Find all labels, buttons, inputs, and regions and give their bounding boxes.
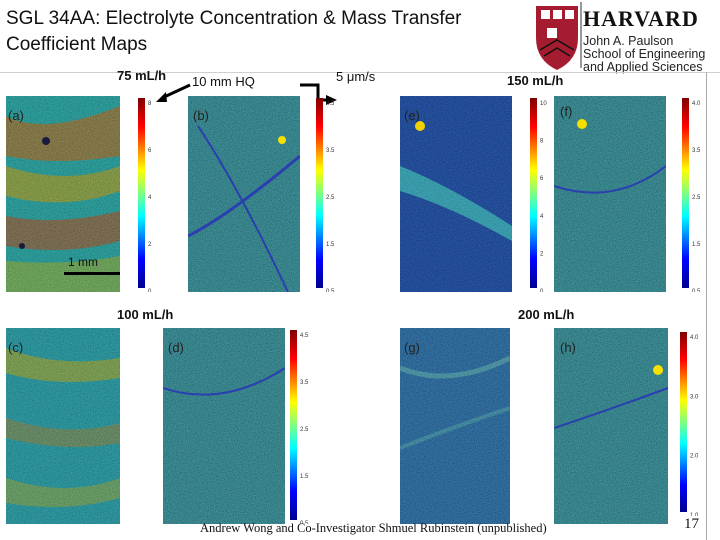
panel-b-tag: (b)	[193, 108, 209, 123]
arrow-left-icon	[156, 92, 167, 102]
slide-title: SGL 34AA: Electrolyte Concentration & Ma…	[6, 8, 462, 55]
panel-c-tag: (c)	[8, 340, 24, 355]
colorbar-tick-label: 8	[540, 139, 544, 145]
colorbar-tick-label: 3.5	[326, 148, 335, 154]
colorbar-tick-label: 4.0	[690, 335, 699, 341]
panel-e-tag: (e)	[404, 108, 420, 123]
header-divider	[0, 72, 720, 73]
colorbar-tick-label: 2.5	[326, 195, 335, 201]
colorbar-tick-label: 4	[148, 195, 152, 201]
panel-a-concentration-map	[6, 96, 120, 292]
colorbar-tick-label: 2.5	[692, 195, 701, 201]
colorbar-tick-label: 2.5	[300, 427, 309, 433]
flow-rate-150-label: 150 mL/h	[507, 73, 564, 88]
colorbar-tick-label: 3.5	[692, 148, 701, 154]
colorbar-tick-label: 0	[148, 289, 152, 292]
panel-d-mass-transfer-map	[163, 328, 285, 524]
colorbar-tick-label: 2	[540, 251, 544, 257]
colorbar-tick-label: 0.5	[300, 521, 309, 524]
panel-g-tag: (g)	[404, 340, 420, 355]
flow-rate-200-label: 200 mL/h	[518, 307, 575, 322]
colorbar-e: 10 8 6 4 2 0	[530, 98, 547, 292]
colorbar-h: 4.0 3.0 2.0 1.0	[680, 332, 699, 516]
colorbar-tick-label: 4.5	[326, 101, 335, 107]
flow-rate-75-label: 75 mL/h	[117, 68, 167, 83]
probe-label: 10 mm HQ	[192, 74, 255, 89]
colorbar-tick-label: 0	[540, 289, 544, 292]
arrow-right-icon	[326, 95, 337, 105]
right-divider	[706, 72, 707, 540]
panel-d-tag: (d)	[168, 340, 184, 355]
colorbar-f: 4.0 3.5 2.5 1.5 0.5	[682, 98, 701, 292]
colorbar-tick-label: 1.5	[326, 242, 335, 248]
colorbar-tick-label: 10	[540, 101, 547, 107]
panel-c-concentration-map	[6, 328, 120, 524]
colorbar-tick-label: 4	[540, 214, 544, 220]
colorbar-tick-label: 4.5	[300, 333, 309, 339]
panel-h-tag: (h)	[560, 340, 576, 355]
panel-g-concentration-map	[400, 328, 510, 524]
colorbar-tick-label: 2	[148, 242, 152, 248]
school-line-2: School of Engineering	[583, 47, 706, 61]
colorbar-tick-label: 4.0	[692, 101, 701, 107]
school-line-3: and Applied Sciences	[583, 60, 703, 74]
scale-bar	[64, 272, 120, 275]
panel-a-tag: (a)	[8, 108, 24, 123]
panel-b-mass-transfer-map	[188, 96, 300, 292]
panel-h-mass-transfer-map	[554, 328, 668, 524]
school-line-1: John A. Paulson	[583, 34, 674, 48]
colorbar-tick-label: 1.5	[300, 474, 309, 480]
colorbar-tick-label: 2.0	[690, 454, 699, 460]
harvard-wordmark: HARVARD	[583, 6, 699, 31]
panel-f-tag: (f)	[560, 104, 573, 119]
credit-text: Andrew Wong and Co-Investigator Shmuel R…	[200, 521, 547, 535]
panel-f-mass-transfer-map	[554, 96, 666, 292]
flow-rate-100-label: 100 mL/h	[117, 307, 174, 322]
colorbar-tick-label: 6	[148, 148, 152, 154]
colorbar-tick-label: 8	[148, 101, 152, 107]
colorbar-tick-label: 1.0	[690, 513, 699, 516]
page-number: 17	[684, 516, 699, 532]
colorbar-tick-label: 1.5	[692, 242, 701, 248]
colorbar-tick-label: 3.5	[300, 380, 309, 386]
colorbar-tick-label: 3.0	[690, 394, 699, 400]
colorbar-tick-label: 0.5	[326, 289, 335, 292]
colorbar-a: 8 6 4 2 0	[138, 98, 152, 292]
harvard-shield-logo	[536, 2, 582, 70]
colorbar-tick-label: 6	[540, 176, 544, 182]
scale-bar-label: 1 mm	[68, 255, 98, 269]
colorbar-tick-label: 0.5	[692, 289, 701, 292]
colorbar-d: 4.5 3.5 2.5 1.5 0.5	[290, 330, 309, 524]
annotation-arrows	[156, 83, 337, 105]
velocity-label: 5 μm/s	[336, 69, 376, 84]
panel-e-concentration-map	[400, 96, 512, 292]
colorbar-b: 4.5 3.5 2.5 1.5 0.5	[316, 98, 335, 292]
